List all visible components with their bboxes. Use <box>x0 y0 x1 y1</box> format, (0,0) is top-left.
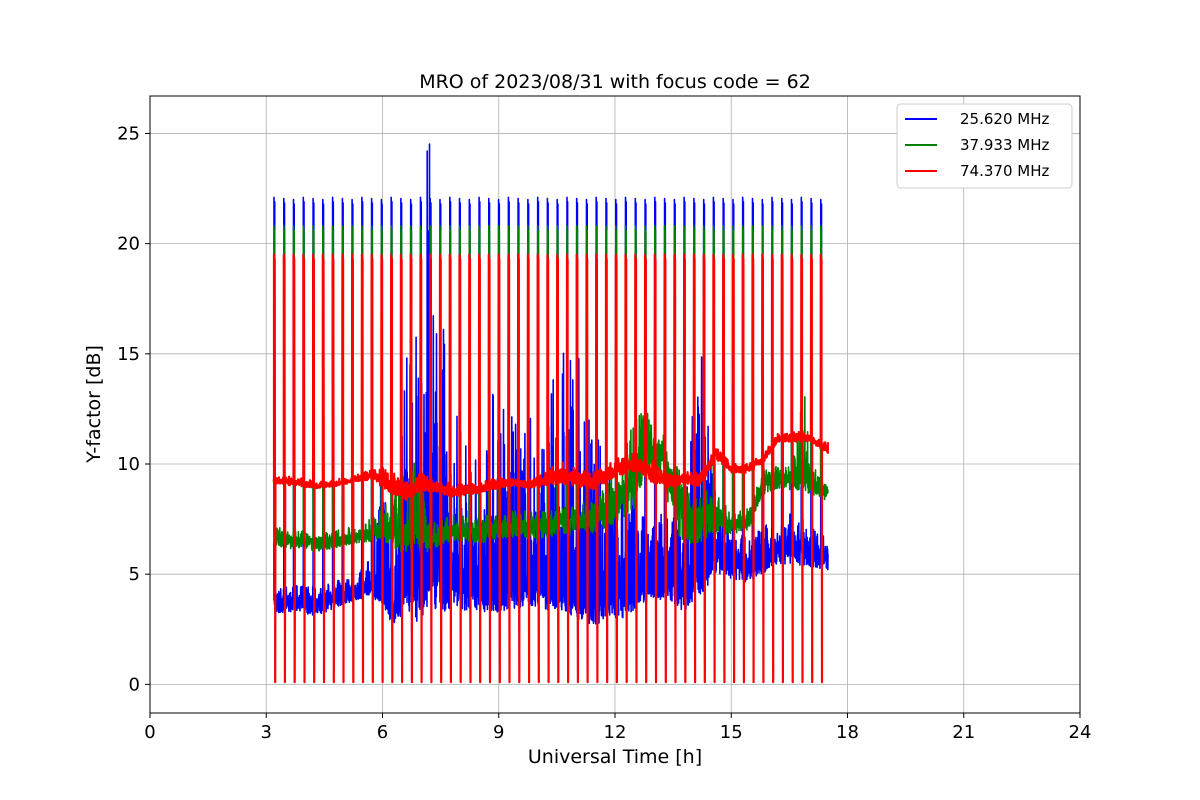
x-tick-label: 15 <box>720 722 743 743</box>
x-tick-label: 21 <box>952 722 975 743</box>
x-tick-label: 12 <box>604 722 627 743</box>
x-tick-label: 0 <box>144 722 155 743</box>
y-tick-label: 20 <box>117 234 140 255</box>
x-axis: 0 3 6 9 12 15 18 21 24 <box>144 713 1091 743</box>
x-tick-label: 6 <box>377 722 388 743</box>
y-axis: 0 5 10 15 20 25 <box>117 123 150 695</box>
legend: 25.620 MHz 37.933 MHz 74.370 MHz <box>896 103 1073 189</box>
y-tick-label: 10 <box>117 454 140 475</box>
y-axis-label: Y-factor [dB] <box>83 345 105 464</box>
x-tick-label: 3 <box>261 722 272 743</box>
legend-label: 25.620 MHz <box>960 110 1049 128</box>
x-tick-label: 18 <box>836 722 859 743</box>
x-axis-label: Universal Time [h] <box>528 746 702 768</box>
x-tick-label: 9 <box>493 722 504 743</box>
series-line-74-370-mhz <box>272 253 830 684</box>
chart-title: MRO of 2023/08/31 with focus code = 62 <box>419 71 811 93</box>
plot-area <box>272 143 830 684</box>
y-tick-label: 25 <box>117 123 140 144</box>
x-tick-label: 24 <box>1069 722 1092 743</box>
legend-label: 74.370 MHz <box>960 162 1049 180</box>
legend-label: 37.933 MHz <box>960 136 1049 154</box>
y-tick-label: 5 <box>129 564 140 585</box>
legend-box <box>896 103 1073 189</box>
y-tick-label: 0 <box>129 674 140 695</box>
y-tick-label: 15 <box>117 344 140 365</box>
